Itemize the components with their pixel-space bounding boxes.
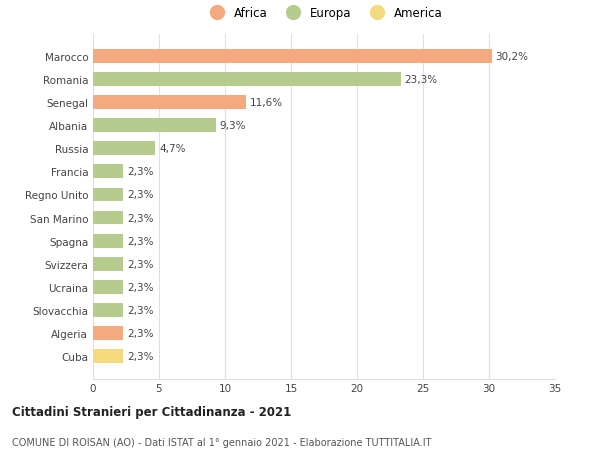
Text: 4,7%: 4,7%	[159, 144, 185, 154]
Text: 2,3%: 2,3%	[127, 282, 154, 292]
Bar	[93, 188, 124, 202]
Text: 30,2%: 30,2%	[496, 52, 529, 62]
Bar	[93, 280, 124, 294]
Text: 2,3%: 2,3%	[127, 328, 154, 338]
Legend: Africa, Europa, America: Africa, Europa, America	[200, 3, 448, 25]
Text: 2,3%: 2,3%	[127, 259, 154, 269]
Text: 2,3%: 2,3%	[127, 190, 154, 200]
Bar	[93, 257, 124, 271]
Text: 2,3%: 2,3%	[127, 351, 154, 361]
Bar	[93, 211, 124, 225]
Text: 2,3%: 2,3%	[127, 213, 154, 223]
Bar	[93, 303, 124, 317]
Text: 2,3%: 2,3%	[127, 167, 154, 177]
Bar	[93, 73, 401, 87]
Text: COMUNE DI ROISAN (AO) - Dati ISTAT al 1° gennaio 2021 - Elaborazione TUTTITALIA.: COMUNE DI ROISAN (AO) - Dati ISTAT al 1°…	[12, 437, 431, 447]
Bar	[93, 50, 491, 64]
Bar	[93, 326, 124, 340]
Text: 9,3%: 9,3%	[220, 121, 246, 131]
Bar	[93, 119, 216, 133]
Bar	[93, 349, 124, 363]
Bar	[93, 165, 124, 179]
Text: 11,6%: 11,6%	[250, 98, 283, 108]
Text: Cittadini Stranieri per Cittadinanza - 2021: Cittadini Stranieri per Cittadinanza - 2…	[12, 405, 291, 419]
Text: 2,3%: 2,3%	[127, 236, 154, 246]
Bar	[93, 96, 246, 110]
Bar	[93, 234, 124, 248]
Text: 2,3%: 2,3%	[127, 305, 154, 315]
Text: 23,3%: 23,3%	[404, 75, 437, 85]
Bar	[93, 142, 155, 156]
